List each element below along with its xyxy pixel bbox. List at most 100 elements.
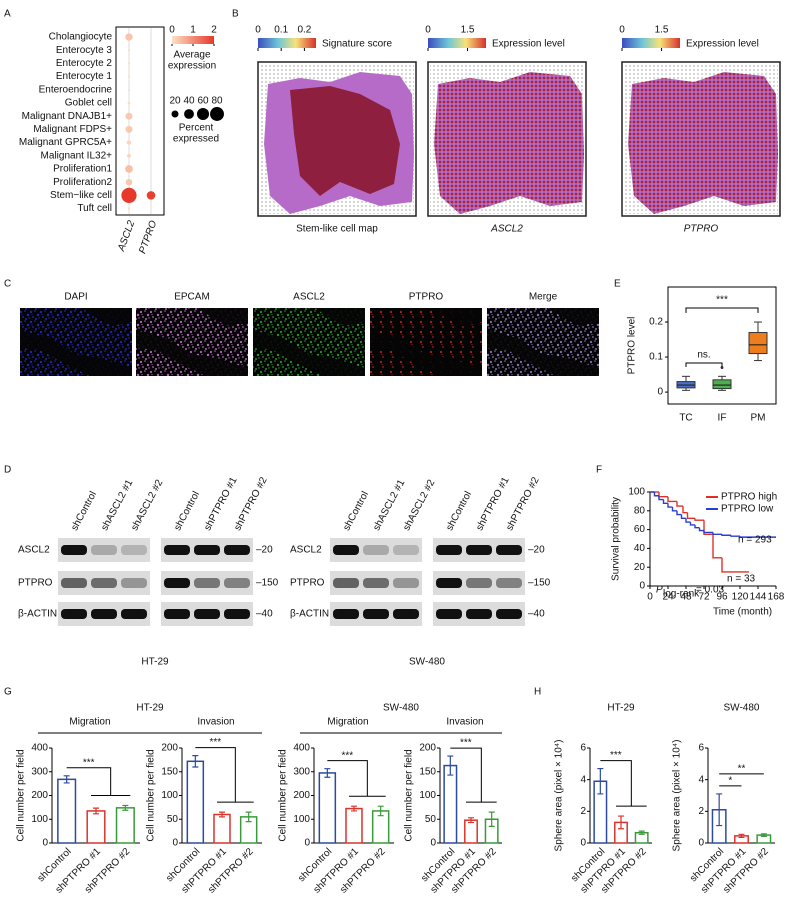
size-legend-dot bbox=[184, 109, 194, 119]
row-label: Enteroendocrine bbox=[39, 84, 113, 95]
survival-step bbox=[703, 520, 713, 535]
row-label: Cholangiocyte bbox=[49, 32, 113, 43]
y-tick-label: 100 bbox=[419, 790, 436, 801]
size-marker: –20 bbox=[528, 545, 545, 556]
panel-letter: A bbox=[4, 9, 11, 20]
scale-tick-label: 0.1 bbox=[274, 25, 288, 36]
p-label-subscript: log-rank bbox=[663, 589, 700, 600]
band bbox=[466, 609, 492, 619]
size-marker: –150 bbox=[528, 578, 551, 589]
panel-letter: F bbox=[596, 465, 602, 476]
band bbox=[164, 578, 190, 588]
y-axis-label: Cell number per field bbox=[404, 749, 415, 841]
scale-tick-label: 0.2 bbox=[297, 25, 311, 36]
image-gaps bbox=[253, 308, 365, 376]
panel-letter: D bbox=[4, 465, 11, 476]
dot bbox=[127, 62, 131, 65]
dot bbox=[125, 125, 133, 133]
significance-bracket bbox=[600, 760, 647, 807]
survival-step bbox=[667, 503, 673, 508]
chart-title: Invasion bbox=[197, 717, 234, 728]
y-axis-label: Survival probability bbox=[611, 497, 622, 581]
size-legend-label: 60 bbox=[197, 96, 209, 107]
y-tick-label: 200 bbox=[161, 743, 178, 754]
error-bar bbox=[618, 815, 624, 830]
x-tick-label: 144 bbox=[750, 592, 767, 603]
y-axis-label: PTPRO level bbox=[627, 317, 638, 375]
plot-frame bbox=[667, 286, 777, 405]
band bbox=[194, 545, 220, 555]
size-legend-dot bbox=[196, 107, 210, 121]
tissue-gap bbox=[253, 330, 365, 376]
y-tick-label: 200 bbox=[31, 790, 48, 801]
group-title: SW-480 bbox=[383, 703, 419, 714]
map-caption: Stem-like cell map bbox=[296, 224, 378, 235]
protein-label: PTPRO bbox=[18, 578, 53, 589]
significance-label: ** bbox=[738, 764, 746, 775]
band bbox=[61, 545, 87, 555]
dot bbox=[127, 101, 131, 105]
bar bbox=[318, 772, 337, 844]
significance-label: * bbox=[728, 776, 732, 787]
band bbox=[61, 578, 87, 588]
size-legend-label: 20 bbox=[169, 96, 181, 107]
bar bbox=[213, 813, 231, 844]
scale-tick-label: 0 bbox=[619, 25, 625, 36]
dot bbox=[127, 153, 131, 158]
protein-label: ASCL2 bbox=[18, 545, 50, 556]
tissue-gap bbox=[370, 330, 482, 376]
image-gaps bbox=[20, 308, 132, 376]
error-bar bbox=[447, 755, 454, 776]
tissue bbox=[434, 72, 584, 214]
scale-tick-label: 0 bbox=[255, 25, 261, 36]
significance-bracket bbox=[195, 747, 254, 803]
survival-step bbox=[703, 530, 713, 534]
band bbox=[121, 609, 147, 619]
image-gaps bbox=[370, 308, 482, 376]
channel-label: ASCL2 bbox=[293, 292, 325, 303]
survival-step bbox=[667, 496, 677, 503]
tissue-area bbox=[628, 72, 778, 214]
survival-step bbox=[671, 507, 677, 512]
band bbox=[121, 545, 147, 555]
map-frame bbox=[621, 61, 781, 217]
tissue-gap bbox=[82, 308, 132, 326]
dot bbox=[125, 178, 133, 186]
survival-step bbox=[658, 492, 668, 498]
scale-bar bbox=[258, 38, 316, 48]
survival-step bbox=[686, 512, 695, 520]
column-label: ASCL2 bbox=[116, 219, 138, 254]
map-frame bbox=[427, 61, 587, 217]
group-title: HT-29 bbox=[136, 703, 164, 714]
dot bbox=[127, 88, 131, 91]
survival-step bbox=[689, 522, 695, 526]
y-tick-label: 0 bbox=[639, 581, 645, 592]
lane-label: shControl bbox=[69, 490, 99, 533]
significance-bracket bbox=[450, 747, 497, 803]
survival-step bbox=[712, 532, 722, 535]
y-tick-label: 0 bbox=[42, 838, 48, 849]
stem-like-region bbox=[290, 86, 400, 196]
significance-bracket bbox=[685, 362, 723, 367]
band bbox=[61, 609, 87, 619]
x-tick-label: 24 bbox=[662, 592, 674, 603]
chart-title: Migration bbox=[327, 717, 368, 728]
row-label: Goblet cell bbox=[65, 98, 112, 109]
x-tick-label: 96 bbox=[716, 592, 728, 603]
band bbox=[496, 609, 522, 619]
band bbox=[436, 578, 462, 588]
x-axis-label: Time (month) bbox=[713, 607, 772, 618]
error-bar bbox=[122, 804, 129, 811]
chart-title: Invasion bbox=[446, 717, 483, 728]
y-tick-label: 4 bbox=[698, 774, 704, 785]
significance-bracket bbox=[327, 760, 386, 797]
x-tick-label: TC bbox=[679, 413, 692, 424]
lane-label: shControl bbox=[172, 490, 202, 533]
error-bar bbox=[93, 807, 99, 815]
dot bbox=[125, 33, 133, 41]
x-tick-label: IF bbox=[718, 413, 727, 424]
y-tick-label: 300 bbox=[31, 766, 48, 777]
band bbox=[393, 578, 419, 588]
bar bbox=[186, 760, 205, 844]
